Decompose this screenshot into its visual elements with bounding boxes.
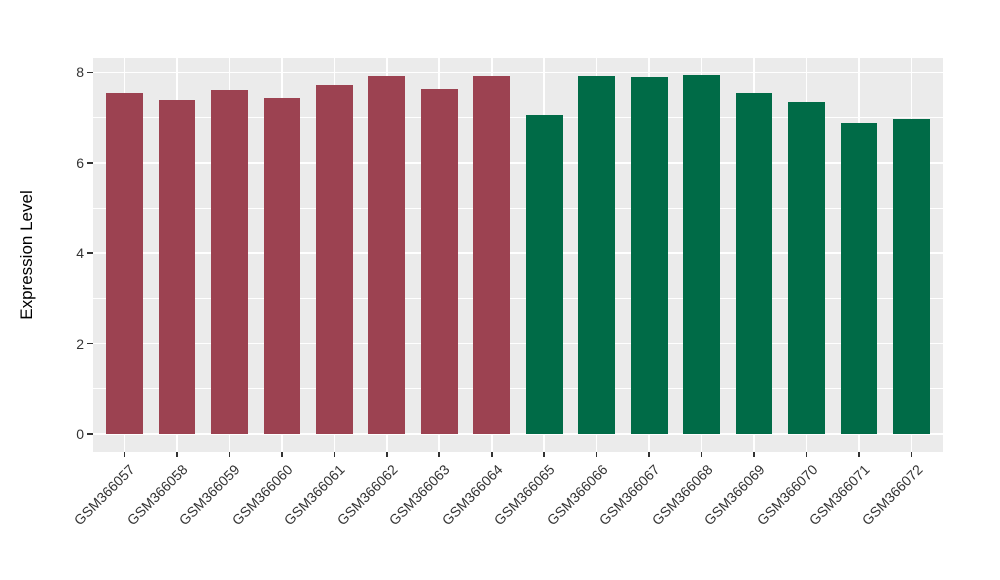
x-axis-tick xyxy=(490,452,493,457)
bar-GSM366061 xyxy=(315,85,353,434)
x-axis-tick xyxy=(858,452,860,457)
x-axis-tick xyxy=(176,452,178,457)
y-axis-tick-label: 4 xyxy=(76,245,84,262)
x-axis-tick xyxy=(281,452,283,457)
x-axis-tick xyxy=(123,452,126,457)
y-axis-tick xyxy=(87,162,93,164)
gridline-minor-y xyxy=(93,388,943,390)
bar-GSM366063 xyxy=(420,88,458,434)
gridline-minor-y xyxy=(93,207,943,209)
bar-GSM366058 xyxy=(158,100,196,434)
bar-GSM366068 xyxy=(683,75,720,434)
y-axis-title: Expression Level xyxy=(17,190,36,320)
bar-GSM366060 xyxy=(263,97,301,434)
x-axis-tick xyxy=(805,452,808,457)
x-axis-tick xyxy=(386,452,388,457)
x-axis-tick xyxy=(753,452,755,457)
x-axis-tick xyxy=(543,452,546,457)
y-axis-tick xyxy=(87,433,93,435)
y-axis-tick-label: 0 xyxy=(76,425,84,442)
bar-GSM366070 xyxy=(788,102,825,434)
y-axis-tick-label: 8 xyxy=(76,64,84,81)
x-axis-tick xyxy=(438,452,441,457)
y-axis-tick-label: 6 xyxy=(76,154,84,171)
bar-GSM366065 xyxy=(525,115,563,434)
bar-GSM366072 xyxy=(893,119,930,434)
bar-GSM366059 xyxy=(211,89,248,434)
gridline-major-y xyxy=(93,71,943,74)
bar-GSM366071 xyxy=(840,123,878,434)
bar-GSM366069 xyxy=(735,92,773,434)
plot-panel xyxy=(93,58,943,452)
bar-GSM366066 xyxy=(578,76,616,434)
gridline-minor-y xyxy=(93,297,943,299)
gridline-major-y xyxy=(93,252,943,254)
x-axis-tick xyxy=(700,452,703,457)
x-axis-tick xyxy=(910,452,913,457)
bar-GSM366062 xyxy=(368,76,406,434)
bar-GSM366064 xyxy=(473,76,511,434)
gridline-major-y xyxy=(93,433,943,435)
y-axis-tick xyxy=(87,252,93,254)
x-axis-tick xyxy=(333,452,336,457)
gridline-major-y xyxy=(93,162,943,164)
gridline-major-y xyxy=(93,342,943,345)
x-axis-tick xyxy=(648,452,650,457)
bar-GSM366067 xyxy=(630,77,668,434)
y-axis-tick xyxy=(87,71,93,74)
x-axis-tick xyxy=(595,452,598,457)
bar-GSM366057 xyxy=(106,93,143,434)
gridline-minor-y xyxy=(93,117,943,119)
y-axis-tick-label: 2 xyxy=(76,335,84,352)
x-axis-tick xyxy=(228,452,231,457)
y-axis-tick xyxy=(87,342,93,345)
